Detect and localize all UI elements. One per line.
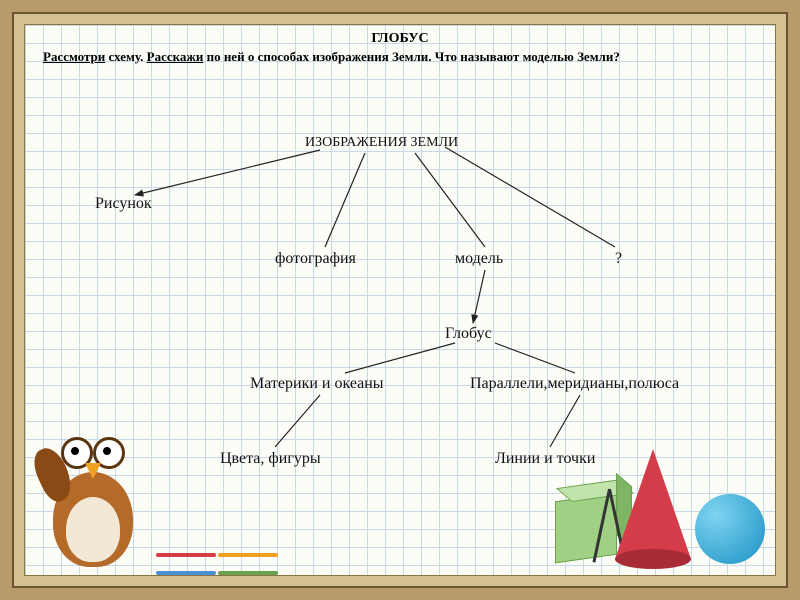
- shapes-illustration: [545, 439, 765, 569]
- node-root: ИЗОБРАЖЕНИЯ ЗЕМЛИ: [305, 135, 458, 151]
- sphere-icon: [695, 494, 765, 564]
- graph-paper: ГЛОБУС Рассмотри схему. Расскажи по ней …: [24, 24, 776, 576]
- node-n_model: модель: [455, 250, 503, 268]
- edge-1: [325, 153, 365, 247]
- instruction-text: Рассмотри схему. Расскажи по ней о спосо…: [43, 49, 757, 66]
- edge-0: [135, 150, 320, 195]
- edge-5: [345, 343, 455, 373]
- instr-u2: Расскажи: [147, 49, 204, 64]
- instr-t2: по ней о способах изображения Земли. Что…: [203, 49, 620, 64]
- node-n_globe: Глобус: [445, 325, 492, 343]
- node-n_mat: Материки и океаны: [250, 375, 384, 393]
- edge-2: [415, 153, 485, 247]
- node-n_color: Цвета, фигуры: [220, 450, 321, 468]
- edge-6: [495, 343, 575, 373]
- node-n_par: Параллели,меридианы,полюса: [470, 375, 679, 393]
- edge-7: [275, 395, 320, 447]
- node-n_q: ?: [615, 250, 622, 268]
- edge-4: [473, 270, 485, 323]
- cone-icon: [615, 449, 691, 559]
- owl-illustration: [33, 427, 153, 567]
- pencils-illustration: [155, 545, 285, 565]
- instr-t1: схему.: [105, 49, 146, 64]
- page-title: ГЛОБУС: [25, 31, 775, 47]
- frame-inner: ГЛОБУС Рассмотри схему. Расскажи по ней …: [12, 12, 788, 588]
- instr-u1: Рассмотри: [43, 49, 105, 64]
- edge-3: [445, 147, 615, 247]
- node-n_pic: Рисунок: [95, 195, 152, 213]
- decorative-frame: ГЛОБУС Рассмотри схему. Расскажи по ней …: [0, 0, 800, 600]
- node-n_photo: фотография: [275, 250, 356, 268]
